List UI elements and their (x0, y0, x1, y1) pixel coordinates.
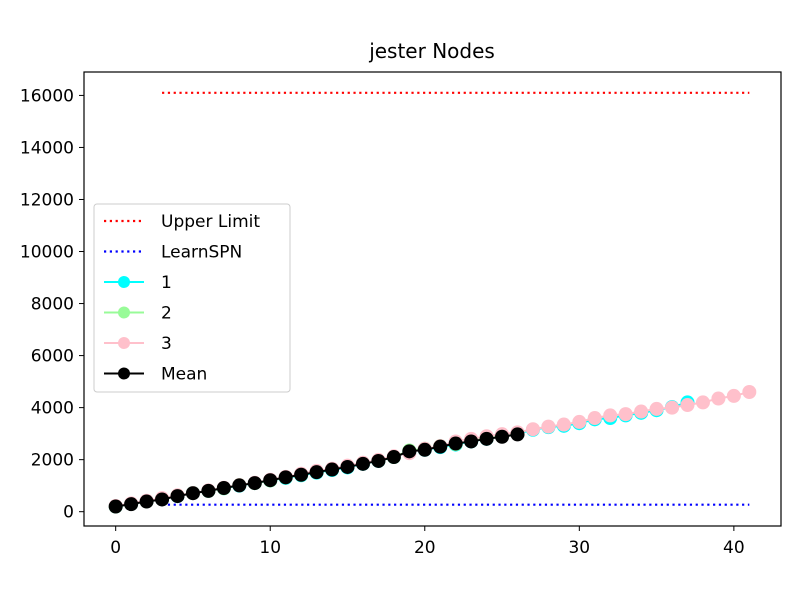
plot-area (83, 71, 782, 527)
series-mean (108, 427, 525, 514)
legend-item: 1 (104, 273, 172, 293)
data-point (572, 414, 587, 429)
y-axis: 0 2000 4000 6000 8000 10000 12000 14000 16000 (20, 86, 84, 523)
data-point (618, 407, 633, 422)
x-tick-label: 20 (414, 538, 436, 558)
y-tick-label: 14000 (20, 138, 74, 158)
data-point (448, 436, 463, 451)
legend-label: LearnSPN (161, 243, 242, 263)
data-point (634, 404, 649, 419)
legend-label: Upper Limit (161, 212, 260, 232)
legend-label: 3 (161, 334, 172, 354)
data-point (170, 489, 185, 504)
data-point (665, 400, 680, 415)
data-point (216, 481, 231, 496)
y-tick-label: 16000 (20, 86, 74, 106)
data-point (510, 427, 525, 442)
legend-label: 1 (161, 273, 172, 293)
legend-marker (118, 276, 130, 288)
data-point (711, 391, 726, 406)
y-tick-label: 2000 (31, 451, 74, 471)
legend-label: 2 (161, 304, 172, 324)
chart-title: jester Nodes (368, 39, 495, 63)
data-point (340, 459, 355, 474)
data-point (294, 467, 309, 482)
x-tick-label: 30 (568, 538, 590, 558)
data-point (185, 486, 200, 501)
y-tick-label: 8000 (31, 295, 74, 315)
data-point (525, 422, 540, 437)
data-point (355, 456, 370, 471)
y-tick-label: 6000 (31, 347, 74, 367)
data-point (139, 494, 154, 509)
data-point (556, 417, 571, 432)
data-point (108, 499, 123, 514)
data-point (495, 429, 510, 444)
axes-frame (83, 71, 782, 527)
y-tick-label: 0 (63, 503, 74, 523)
legend-item: Mean (104, 365, 207, 385)
x-tick-label: 0 (110, 538, 121, 558)
legend-marker (118, 367, 130, 380)
data-point (124, 497, 139, 512)
data-point (247, 476, 262, 491)
x-tick-label: 40 (723, 538, 745, 558)
legend: Upper Limit LearnSPN 1 2 3 Mean (93, 203, 291, 393)
data-point (201, 483, 216, 498)
data-point (680, 398, 695, 413)
data-point (433, 439, 448, 454)
legend-marker (118, 337, 130, 349)
data-point (464, 434, 479, 449)
data-point (309, 465, 324, 480)
legend-box (93, 203, 291, 393)
data-point (587, 411, 602, 426)
data-point (603, 408, 618, 423)
legend-marker (118, 306, 130, 319)
data-point (371, 453, 386, 468)
data-point (155, 492, 170, 507)
data-point (649, 401, 664, 416)
data-point (742, 385, 757, 400)
x-tick-label: 10 (259, 538, 281, 558)
x-axis: 0 10 20 30 40 (110, 526, 745, 558)
y-tick-label: 12000 (20, 190, 74, 210)
data-point (278, 470, 293, 485)
y-tick-label: 10000 (20, 243, 74, 263)
data-point (325, 462, 340, 477)
data-point (695, 395, 710, 410)
data-point (479, 431, 494, 446)
data-point (386, 450, 401, 465)
legend-item: 3 (104, 334, 172, 354)
data-point (417, 442, 432, 457)
legend-label: Mean (161, 365, 207, 385)
legend-item: 2 (104, 304, 172, 324)
y-tick-label: 4000 (31, 399, 74, 419)
data-point (541, 419, 556, 434)
data-point (263, 473, 278, 488)
data-point (232, 478, 247, 493)
legend-item: LearnSPN (104, 243, 242, 263)
legend-item: Upper Limit (104, 212, 260, 232)
data-point (726, 388, 741, 403)
data-point (402, 444, 417, 459)
